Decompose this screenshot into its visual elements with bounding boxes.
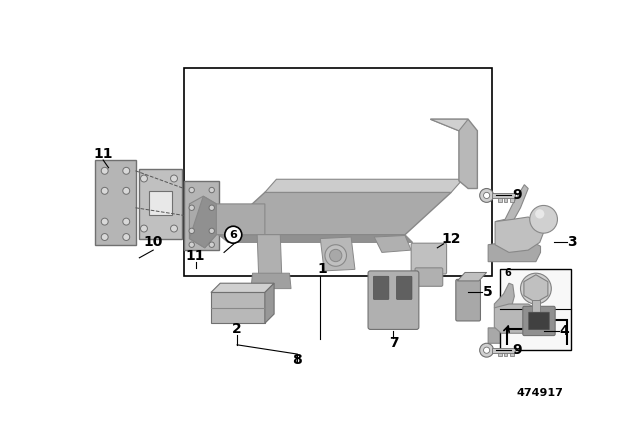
Polygon shape bbox=[189, 196, 216, 248]
Polygon shape bbox=[189, 196, 265, 248]
Polygon shape bbox=[488, 241, 541, 262]
Text: 10: 10 bbox=[143, 235, 163, 250]
Circle shape bbox=[189, 228, 195, 233]
Circle shape bbox=[123, 218, 130, 225]
Circle shape bbox=[484, 192, 490, 198]
FancyBboxPatch shape bbox=[368, 271, 419, 329]
Bar bbox=[504, 353, 508, 356]
Polygon shape bbox=[140, 169, 182, 238]
Circle shape bbox=[189, 242, 195, 247]
Polygon shape bbox=[251, 273, 291, 289]
Polygon shape bbox=[211, 283, 274, 293]
Text: 1: 1 bbox=[317, 263, 328, 276]
Circle shape bbox=[535, 209, 545, 219]
FancyBboxPatch shape bbox=[411, 243, 447, 274]
Bar bbox=[211, 293, 265, 323]
Circle shape bbox=[123, 233, 130, 241]
Text: 6: 6 bbox=[229, 230, 237, 240]
Bar bbox=[504, 198, 508, 202]
Text: 3: 3 bbox=[567, 235, 577, 250]
Text: 8: 8 bbox=[292, 353, 302, 367]
Circle shape bbox=[530, 206, 557, 233]
Text: 6: 6 bbox=[504, 268, 511, 278]
Text: 2: 2 bbox=[232, 323, 242, 336]
Polygon shape bbox=[495, 185, 528, 222]
Bar bbox=[509, 353, 513, 356]
Text: 9: 9 bbox=[512, 189, 522, 202]
Circle shape bbox=[484, 347, 490, 353]
Circle shape bbox=[170, 225, 177, 232]
Bar bbox=[149, 191, 172, 215]
Polygon shape bbox=[524, 275, 548, 302]
Polygon shape bbox=[494, 283, 515, 308]
Circle shape bbox=[480, 343, 493, 357]
Circle shape bbox=[209, 228, 214, 233]
Polygon shape bbox=[495, 217, 543, 252]
FancyBboxPatch shape bbox=[373, 276, 389, 299]
Circle shape bbox=[480, 189, 493, 202]
Text: 9: 9 bbox=[512, 343, 522, 357]
Circle shape bbox=[325, 245, 346, 266]
Bar bbox=[500, 269, 572, 350]
Polygon shape bbox=[431, 119, 468, 131]
Circle shape bbox=[101, 187, 108, 194]
Text: 474917: 474917 bbox=[516, 388, 563, 397]
Circle shape bbox=[101, 233, 108, 241]
Polygon shape bbox=[431, 119, 477, 189]
Bar bbox=[184, 68, 492, 276]
Bar bbox=[498, 353, 502, 356]
Circle shape bbox=[101, 218, 108, 225]
Circle shape bbox=[225, 226, 242, 243]
Circle shape bbox=[123, 187, 130, 194]
FancyBboxPatch shape bbox=[397, 276, 412, 299]
FancyBboxPatch shape bbox=[415, 268, 443, 286]
FancyBboxPatch shape bbox=[523, 306, 555, 336]
Polygon shape bbox=[488, 328, 538, 343]
Polygon shape bbox=[257, 235, 282, 277]
Circle shape bbox=[330, 250, 342, 262]
Circle shape bbox=[123, 168, 130, 174]
Polygon shape bbox=[458, 272, 486, 281]
Bar bbox=[532, 300, 540, 312]
Bar bbox=[498, 198, 502, 202]
Polygon shape bbox=[184, 181, 219, 250]
Circle shape bbox=[209, 205, 214, 211]
Bar bbox=[492, 193, 515, 198]
Polygon shape bbox=[374, 236, 411, 252]
FancyBboxPatch shape bbox=[456, 280, 481, 321]
Text: 5: 5 bbox=[483, 285, 492, 299]
Polygon shape bbox=[219, 235, 413, 242]
Polygon shape bbox=[265, 179, 463, 192]
Polygon shape bbox=[265, 283, 274, 323]
Circle shape bbox=[209, 187, 214, 193]
Circle shape bbox=[101, 168, 108, 174]
Text: 11: 11 bbox=[93, 147, 113, 161]
Polygon shape bbox=[320, 237, 355, 271]
Circle shape bbox=[189, 187, 195, 193]
Polygon shape bbox=[494, 304, 538, 333]
Text: 11: 11 bbox=[186, 249, 205, 263]
Circle shape bbox=[189, 205, 195, 211]
Text: 7: 7 bbox=[388, 336, 398, 349]
Circle shape bbox=[141, 175, 147, 182]
Text: 12: 12 bbox=[442, 232, 461, 246]
Circle shape bbox=[209, 242, 214, 247]
Text: 4: 4 bbox=[559, 324, 569, 338]
Circle shape bbox=[170, 175, 177, 182]
Bar bbox=[492, 348, 515, 353]
FancyBboxPatch shape bbox=[529, 312, 549, 330]
Polygon shape bbox=[219, 192, 451, 235]
Circle shape bbox=[141, 225, 147, 232]
Bar bbox=[509, 198, 513, 202]
Circle shape bbox=[520, 273, 551, 304]
Polygon shape bbox=[95, 160, 136, 245]
